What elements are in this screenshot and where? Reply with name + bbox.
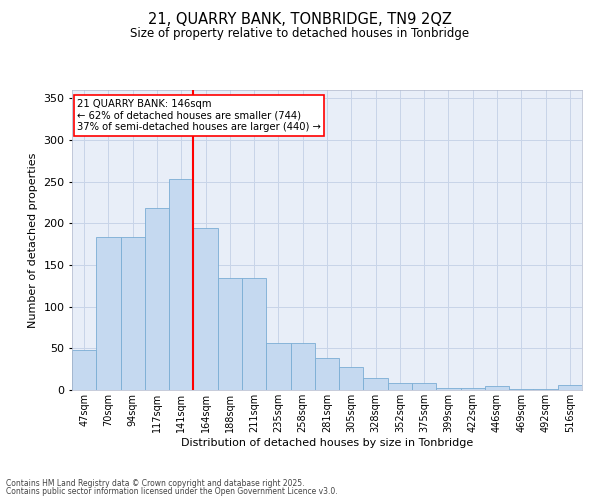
Bar <box>169 179 193 390</box>
Bar <box>436 388 461 390</box>
Bar <box>388 384 412 390</box>
Bar <box>121 236 145 390</box>
Bar <box>96 236 121 390</box>
Text: Contains HM Land Registry data © Crown copyright and database right 2025.: Contains HM Land Registry data © Crown c… <box>6 478 305 488</box>
Bar <box>509 389 533 390</box>
Bar <box>364 378 388 390</box>
Y-axis label: Number of detached properties: Number of detached properties <box>28 152 38 328</box>
Bar <box>485 386 509 390</box>
Bar <box>290 342 315 390</box>
Bar <box>218 278 242 390</box>
Text: 21 QUARRY BANK: 146sqm
← 62% of detached houses are smaller (744)
37% of semi-de: 21 QUARRY BANK: 146sqm ← 62% of detached… <box>77 99 321 132</box>
Bar <box>266 342 290 390</box>
Bar <box>145 208 169 390</box>
Bar <box>193 228 218 390</box>
Bar <box>315 358 339 390</box>
Text: Contains public sector information licensed under the Open Government Licence v3: Contains public sector information licen… <box>6 487 338 496</box>
Text: 21, QUARRY BANK, TONBRIDGE, TN9 2QZ: 21, QUARRY BANK, TONBRIDGE, TN9 2QZ <box>148 12 452 28</box>
Bar <box>558 385 582 390</box>
Text: Size of property relative to detached houses in Tonbridge: Size of property relative to detached ho… <box>130 28 470 40</box>
Bar <box>72 350 96 390</box>
Bar <box>242 278 266 390</box>
X-axis label: Distribution of detached houses by size in Tonbridge: Distribution of detached houses by size … <box>181 438 473 448</box>
Bar <box>412 384 436 390</box>
Bar <box>339 366 364 390</box>
Bar <box>533 389 558 390</box>
Bar <box>461 388 485 390</box>
